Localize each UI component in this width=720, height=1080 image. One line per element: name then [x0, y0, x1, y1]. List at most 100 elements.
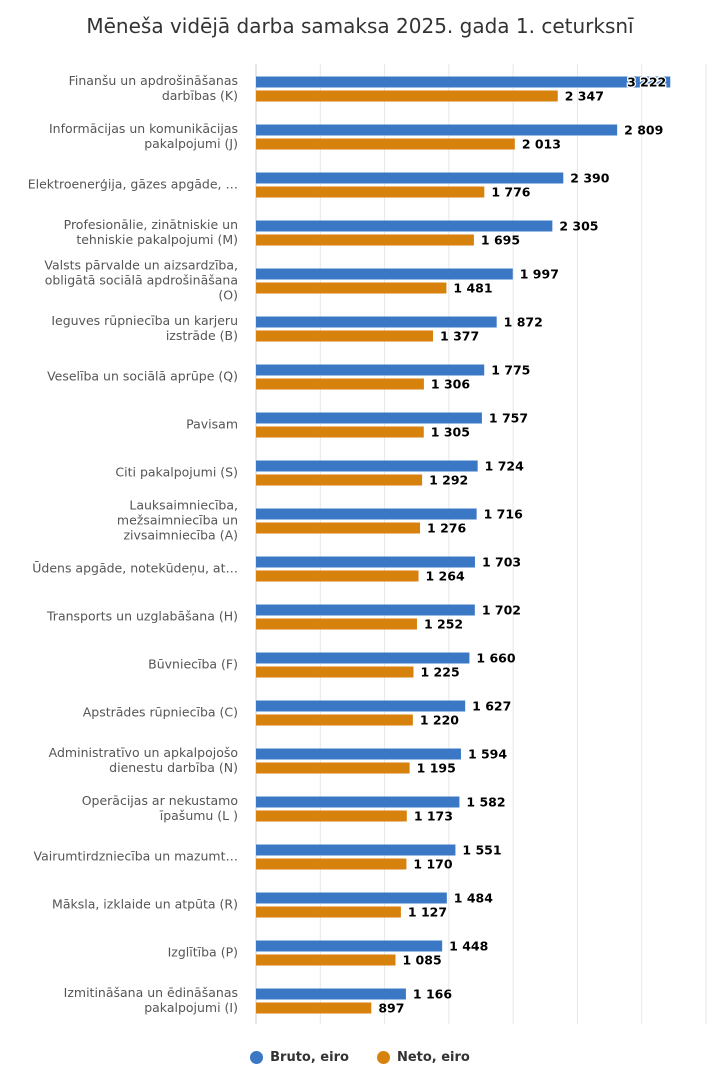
- bar-neto[interactable]: [256, 618, 417, 630]
- bar-bruto[interactable]: [256, 796, 460, 808]
- category-label: Izmitināšana un ēdināšanas pakalpojumi (I…: [64, 985, 238, 1015]
- bar-bruto[interactable]: [256, 76, 671, 88]
- data-label: 1 695: [481, 233, 520, 248]
- data-label: 1 085: [403, 953, 442, 968]
- data-label: 1 716: [484, 507, 523, 522]
- data-label: 1 127: [408, 905, 447, 920]
- bar-neto[interactable]: [256, 762, 410, 774]
- bar-bruto[interactable]: [256, 508, 477, 520]
- data-label: 1 166: [413, 987, 452, 1002]
- bar-neto[interactable]: [256, 906, 401, 918]
- bar-neto[interactable]: [256, 714, 413, 726]
- bar-neto[interactable]: [256, 1002, 372, 1014]
- data-label: 1 170: [413, 857, 452, 872]
- bar-bruto[interactable]: [256, 652, 470, 664]
- bar-neto[interactable]: [256, 810, 407, 822]
- data-label: 1 195: [417, 761, 456, 776]
- data-label: 1 997: [520, 267, 559, 282]
- data-label: 1 448: [449, 939, 488, 954]
- data-label: 1 757: [489, 411, 528, 426]
- bar-neto[interactable]: [256, 474, 423, 486]
- data-label: 2 347: [565, 89, 604, 104]
- legend-item-neto[interactable]: Neto, eiro: [376, 1050, 470, 1065]
- legend-item-bruto[interactable]: Bruto, eiro: [250, 1050, 349, 1065]
- category-label: Lauksaimniecība, mežsaimniecība un zivsaim…: [117, 498, 238, 543]
- chart-title: Mēneša vidējā darba samaksa 2025. gada 1…: [86, 14, 634, 38]
- category-label: Citi pakalpojumi (S): [115, 465, 238, 480]
- data-label: 2 390: [570, 171, 609, 186]
- category-label: Informācijas un komunikācijas pakalpojumi…: [49, 121, 238, 151]
- legend-label-bruto: Bruto, eiro: [270, 1050, 349, 1065]
- data-label: 1 776: [491, 185, 530, 200]
- data-label: 1 582: [466, 795, 505, 810]
- bar-bruto[interactable]: [256, 220, 553, 232]
- bar-bruto[interactable]: [256, 556, 475, 568]
- data-label: 3 222: [627, 75, 666, 90]
- data-label: 1 252: [424, 617, 463, 632]
- bars: [256, 76, 671, 1014]
- category-label: Elektroenerģija, gāzes apgāde, …: [28, 177, 238, 192]
- bar-neto[interactable]: [256, 234, 474, 246]
- bar-bruto[interactable]: [256, 412, 482, 424]
- category-label: Vairumtirdzniecība un mazumt…: [34, 849, 238, 864]
- data-label: 1 703: [482, 555, 521, 570]
- data-label: 2 809: [624, 123, 663, 138]
- category-label: Ieguves rūpniecība un karjeru izstrāde (B…: [51, 313, 238, 343]
- data-label: 1 594: [468, 747, 507, 762]
- bar-neto[interactable]: [256, 138, 515, 150]
- chart-legend: Bruto, eiro Neto, eiro: [0, 1050, 720, 1065]
- category-label: Administratīvo un apkalpojošo dienestu da…: [49, 745, 238, 775]
- bar-neto[interactable]: [256, 666, 414, 678]
- bar-neto[interactable]: [256, 426, 424, 438]
- bar-neto[interactable]: [256, 522, 421, 534]
- category-label: Valsts pārvalde un aizsardzība, obligātā …: [44, 258, 238, 303]
- data-label: 2 305: [559, 219, 598, 234]
- category-label: Pavisam: [186, 417, 238, 432]
- category-label: Būvniecība (F): [148, 657, 238, 672]
- bar-bruto[interactable]: [256, 124, 618, 136]
- bar-neto[interactable]: [256, 186, 485, 198]
- category-label: Veselība un sociālā aprūpe (Q): [47, 369, 238, 384]
- data-label: 1 225: [421, 665, 460, 680]
- category-label: Māksla, izklaide un atpūta (R): [52, 897, 238, 912]
- bar-neto[interactable]: [256, 90, 558, 102]
- legend-marker-bruto: [250, 1051, 264, 1064]
- category-label: Finanšu un apdrošināšanas darbības (K): [69, 73, 238, 103]
- bar-bruto[interactable]: [256, 172, 564, 184]
- data-label: 1 551: [462, 843, 501, 858]
- bar-chart: Finanšu un apdrošināšanas darbības (K) 3 2…: [28, 64, 707, 1024]
- bar-bruto[interactable]: [256, 604, 475, 616]
- category-label: Izglītība (P): [168, 945, 238, 960]
- category-label: Apstrādes rūpniecība (C): [83, 705, 238, 720]
- bar-bruto[interactable]: [256, 460, 478, 472]
- legend-marker-neto: [376, 1051, 390, 1064]
- data-label: 1 775: [491, 363, 530, 378]
- bar-neto[interactable]: [256, 858, 407, 870]
- bar-bruto[interactable]: [256, 748, 461, 760]
- bar-neto[interactable]: [256, 282, 447, 294]
- data-label: 1 305: [431, 425, 470, 440]
- bar-neto[interactable]: [256, 330, 434, 342]
- data-label: 1 660: [476, 651, 515, 666]
- bar-bruto[interactable]: [256, 844, 456, 856]
- data-label: 1 627: [472, 699, 511, 714]
- bar-neto[interactable]: [256, 954, 396, 966]
- data-label: 1 481: [453, 281, 492, 296]
- data-label: 1 276: [427, 521, 466, 536]
- bar-bruto[interactable]: [256, 700, 466, 712]
- bar-bruto[interactable]: [256, 988, 406, 1000]
- data-label: 1 702: [482, 603, 521, 618]
- bar-bruto[interactable]: [256, 892, 447, 904]
- bar-bruto[interactable]: [256, 316, 497, 328]
- category-label: Transports un uzglabāšana (H): [46, 609, 238, 624]
- data-label: 2 013: [522, 137, 561, 152]
- data-label: 1 724: [485, 459, 524, 474]
- category-label: Ūdens apgāde, notekūdeņu, at…: [32, 561, 238, 576]
- labels: Finanšu un apdrošināšanas darbības (K) 3 2…: [28, 73, 668, 1016]
- bar-bruto[interactable]: [256, 940, 443, 952]
- bar-bruto[interactable]: [256, 268, 513, 280]
- bar-bruto[interactable]: [256, 364, 485, 376]
- data-label: 1 292: [429, 473, 468, 488]
- bar-neto[interactable]: [256, 378, 424, 390]
- bar-neto[interactable]: [256, 570, 419, 582]
